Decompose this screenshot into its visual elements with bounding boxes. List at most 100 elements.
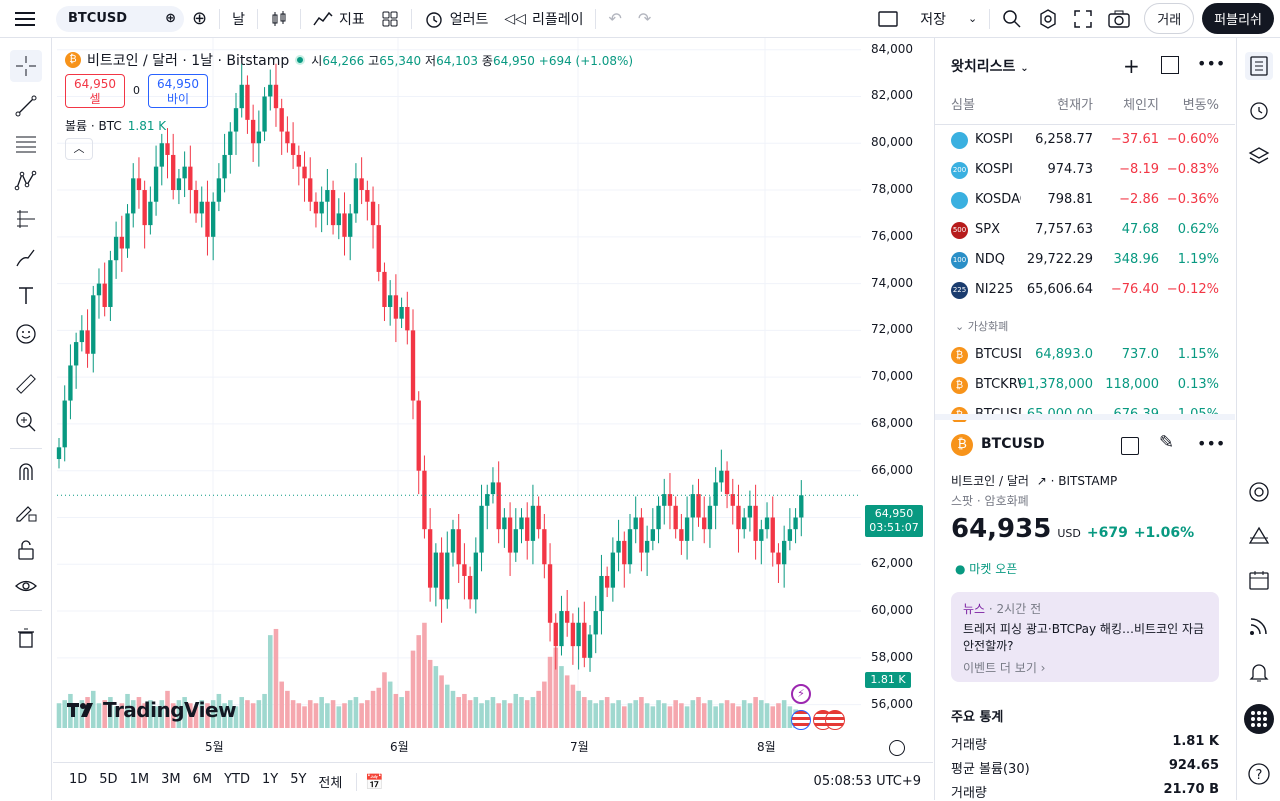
menu-icon[interactable] <box>14 9 36 29</box>
help-toggle[interactable]: ? <box>1245 760 1273 788</box>
alert-button[interactable]: 얼러트 <box>416 0 497 38</box>
watchlist-row[interactable]: 200 KOSPI 974.73 −8.19 −0.83% <box>935 155 1235 185</box>
save-button[interactable]: 저장 <box>906 0 960 38</box>
snapshot-button[interactable] <box>1100 0 1138 38</box>
layouts-button[interactable] <box>373 0 407 38</box>
stat-row: 거래량 21.70 B <box>951 782 1219 801</box>
add-symbol-icon[interactable]: + <box>1123 54 1140 78</box>
watchlist-row[interactable]: KOSDAQ 798.81 −2.86 −0.36% <box>935 185 1235 215</box>
measure-tool[interactable] <box>10 368 42 400</box>
panel-divider[interactable] <box>935 414 1235 420</box>
date-range-icon[interactable]: 📅 <box>365 772 385 791</box>
calendar-toggle[interactable] <box>1245 566 1273 594</box>
indicators-button[interactable]: 지표 <box>305 0 373 38</box>
notifications-toggle[interactable] <box>1245 658 1273 686</box>
symbol-search[interactable]: BTCUSD ⊕ <box>56 5 184 32</box>
range-button[interactable]: 5D <box>99 772 118 787</box>
zoom-tool[interactable] <box>10 406 42 438</box>
publish-button[interactable]: 퍼블리쉬 <box>1202 3 1274 34</box>
col-price[interactable]: 현재가 <box>1057 98 1093 113</box>
settings-button[interactable] <box>1030 0 1066 38</box>
edit-icon[interactable]: ✎ <box>1159 432 1175 453</box>
fullscreen-layout-button[interactable] <box>870 0 906 38</box>
grid-icon[interactable] <box>1121 437 1139 455</box>
watchlist-row[interactable]: 100 NDQ 29,722.29 348.96 1.19% <box>935 245 1235 275</box>
watchlist-toggle[interactable] <box>1245 52 1273 80</box>
save-menu-button[interactable]: ⌄ <box>960 0 985 38</box>
pattern-tool[interactable] <box>10 165 42 197</box>
sell-button[interactable]: 64,950 셀 <box>65 74 125 108</box>
axis-settings-icon[interactable] <box>889 740 905 756</box>
watchlist-row[interactable]: 500 SPX 7,757.63 47.68 0.62% <box>935 215 1235 245</box>
collapse-legend-button[interactable]: ︿ <box>65 138 93 160</box>
range-button[interactable]: 3M <box>161 772 181 787</box>
hotlists-toggle[interactable] <box>1245 522 1273 550</box>
quick-search-button[interactable] <box>994 0 1030 38</box>
magnet-tool[interactable] <box>10 456 42 488</box>
fib-tool[interactable] <box>10 128 42 160</box>
lock-tool[interactable] <box>10 534 42 566</box>
price-axis[interactable]: 56,00058,00060,00062,00064,00066,00068,0… <box>865 38 933 750</box>
section-label: 가상화폐 <box>967 320 1009 333</box>
symbol-detail: ₿ BTCUSD ✎ ••• 비트코인 / 달러 ↗ · BITSTAMP 스팟… <box>935 420 1235 801</box>
events-icon[interactable]: ⚡ <box>791 684 811 704</box>
candle-body <box>330 190 336 226</box>
watchlist-title[interactable]: 왓치리스트 ⌄ <box>951 56 1029 76</box>
news-more-link[interactable]: 이벤트 더 보기 › <box>963 661 1046 675</box>
clock[interactable]: 05:08:53 UTC+9 <box>813 774 921 789</box>
watchlist-row[interactable]: KOSPI 6,258.77 −37.61 −0.60% <box>935 125 1235 155</box>
col-pct[interactable]: 변동% <box>1182 98 1219 113</box>
range-button[interactable]: YTD <box>224 772 250 787</box>
range-button[interactable]: 5Y <box>290 772 307 787</box>
watchlist-row[interactable]: ₿ BTCKRW91,378,000 118,000 0.13% <box>935 370 1235 400</box>
object-tree-toggle[interactable] <box>1245 142 1273 170</box>
range-button[interactable]: 전체 <box>318 776 343 791</box>
layout-icon[interactable] <box>1161 56 1179 74</box>
trade-button[interactable]: 거래 <box>1144 3 1195 34</box>
range-button[interactable]: 1D <box>69 772 88 787</box>
emoji-tool[interactable] <box>10 318 42 350</box>
detail-name[interactable]: 비트코인 / 달러 <box>951 474 1029 488</box>
undo-button[interactable]: ↶ <box>600 0 629 38</box>
us-flag-icon[interactable] <box>791 710 811 730</box>
add-symbol-icon[interactable]: ⊕ <box>165 11 176 26</box>
external-link-icon[interactable]: ↗ <box>1036 474 1047 488</box>
more-icon[interactable]: ••• <box>1197 54 1226 73</box>
buy-button[interactable]: 64,950 바이 <box>148 74 208 108</box>
price-chart[interactable] <box>53 38 933 762</box>
news-toggle[interactable] <box>1245 612 1273 640</box>
range-button[interactable]: 1M <box>129 772 150 787</box>
hide-tool[interactable] <box>10 570 42 602</box>
volume-bar <box>159 700 165 728</box>
forecast-tool[interactable] <box>10 203 42 235</box>
range-button[interactable]: 6M <box>192 772 213 787</box>
detail-exchange[interactable]: BITSTAMP <box>1058 474 1118 488</box>
text-tool[interactable] <box>10 280 42 312</box>
news-card[interactable]: 뉴스 · 2시간 전 트레저 피싱 광고·BTCPay 해킹…비트코인 자금 안… <box>951 592 1219 682</box>
watchlist-row[interactable]: ₿ BTCUSD 64,893.0 737.0 1.15% <box>935 340 1235 370</box>
alerts-toggle[interactable] <box>1245 96 1273 124</box>
crosshair-tool[interactable] <box>10 50 42 82</box>
us-flag-icon[interactable] <box>825 710 845 730</box>
col-symbol[interactable]: 심볼 <box>951 98 975 113</box>
brush-tool[interactable] <box>10 242 42 274</box>
fullscreen-button[interactable] <box>1066 0 1100 38</box>
watchlist-row[interactable]: 225 NI225 65,606.64 −76.40 −0.12% <box>935 275 1235 305</box>
trendline-tool[interactable] <box>10 90 42 122</box>
interval-button[interactable]: 날 <box>224 0 253 38</box>
ideas-toggle[interactable] <box>1245 478 1273 506</box>
more-icon[interactable]: ••• <box>1197 434 1226 453</box>
news-headline[interactable]: 트레저 피싱 광고·BTCPay 해킹…비트코인 자금 안전할까? <box>963 622 1205 653</box>
range-button[interactable]: 1Y <box>261 772 279 787</box>
replay-button[interactable]: ◁◁ 리플레이 <box>496 0 591 38</box>
lock-drawings-tool[interactable] <box>10 496 42 528</box>
compare-button[interactable]: ⊕ <box>184 0 215 38</box>
col-change[interactable]: 체인지 <box>1123 98 1159 113</box>
chart-type-button[interactable] <box>262 0 296 38</box>
apps-toggle[interactable] <box>1244 704 1274 734</box>
delete-tool[interactable] <box>10 622 42 654</box>
section-header[interactable]: ⌄ 가상화폐 <box>955 320 1009 333</box>
redo-button[interactable]: ↷ <box>630 0 659 38</box>
tradingview-logo[interactable]: TradingView <box>67 698 237 722</box>
chart-pane[interactable]: ₿ 비트코인 / 달러 · 1날 · Bitstamp 시64,266 고65,… <box>53 38 933 800</box>
